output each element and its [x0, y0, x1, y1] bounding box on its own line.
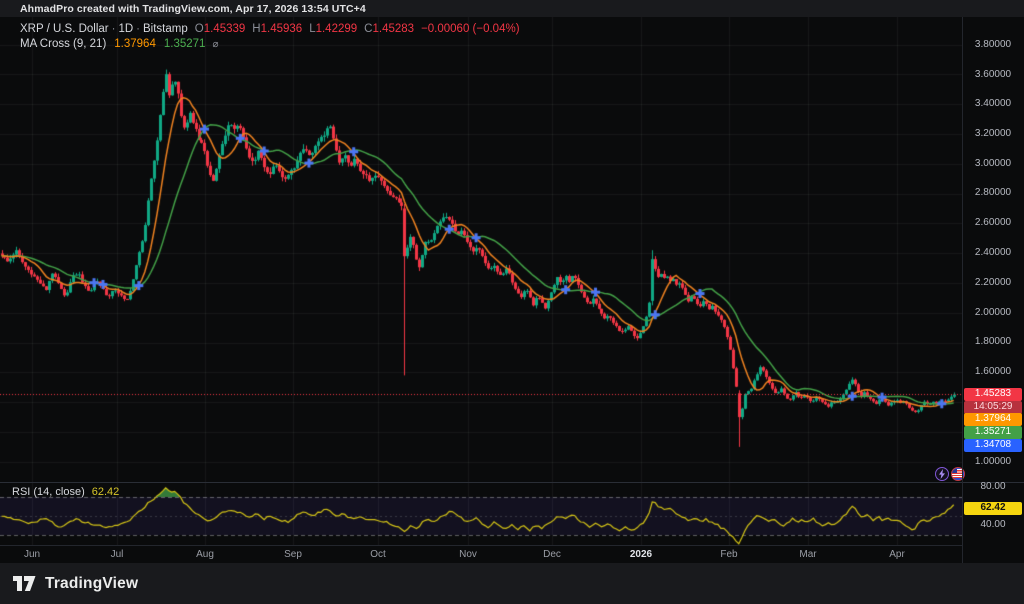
open-value: 1.45339 [203, 23, 246, 35]
change-value: −0.00060 (−0.04%) [421, 23, 520, 35]
last-price-tag: 1.45283 [964, 388, 1022, 401]
time-axis-label-aug: Aug [196, 549, 214, 560]
legend-separator: · [111, 23, 116, 35]
price-axis-label: 3.40000 [974, 98, 1012, 109]
pane-separator[interactable] [0, 482, 1024, 483]
time-axis-label-feb: Feb [720, 549, 738, 560]
null-value-icon: ⌀ [212, 38, 219, 50]
time-axis-label-jul: Jul [110, 549, 124, 560]
cross-price-tag: 1.34708 [964, 439, 1022, 452]
price-axis-label: 3.20000 [974, 128, 1012, 139]
symbol-title: XRP / U.S. Dollar [20, 23, 109, 35]
tradingview-logo-mark [13, 576, 36, 591]
time-axis[interactable]: Jun Jul Aug Sep Oct Nov Dec 2026 Feb Mar Apr [0, 545, 962, 563]
price-axis-label: 2.20000 [974, 277, 1012, 288]
price-axis-label: 2.40000 [974, 247, 1012, 258]
timeframe-label: 1D [118, 23, 134, 35]
price-axis-label: 2.80000 [974, 187, 1012, 198]
rsi-axis-label: 40.00 [980, 519, 1006, 530]
footer-bar: TradingView [0, 563, 1024, 604]
tradingview-logo[interactable]: TradingView [12, 575, 138, 593]
rsi-name: RSI (14, close) [12, 486, 85, 498]
price-axis-label: 1.00000 [974, 456, 1012, 467]
price-pane-canvas[interactable] [0, 17, 962, 482]
price-axis[interactable]: 3.80000 3.60000 3.40000 3.20000 3.00000 2.800… [962, 17, 1024, 563]
price-axis-label: 2.60000 [974, 217, 1012, 228]
chart-area[interactable]: XRP / U.S. Dollar · 1D · Bitstamp O 1.45… [0, 17, 1024, 563]
corner-buttons [933, 467, 965, 481]
tradingview-brand-text: TradingView [45, 574, 139, 592]
time-axis-label-jun: Jun [23, 549, 41, 560]
lightning-icon [939, 469, 945, 479]
price-axis-label: 3.00000 [974, 158, 1012, 169]
exchange-label: Bitstamp [143, 23, 188, 35]
rsi-axis-label: 80.00 [980, 481, 1006, 492]
time-axis-label-mar: Mar [799, 549, 817, 560]
low-value: 1.42299 [315, 23, 358, 35]
rsi-legend-row[interactable]: RSI (14, close) 62.42 [12, 486, 119, 498]
time-axis-label-oct: Oct [370, 549, 386, 560]
price-axis-label: 3.60000 [974, 69, 1012, 80]
high-label: H [252, 23, 261, 35]
time-axis-label-dec: Dec [543, 549, 561, 560]
symbol-legend-row[interactable]: XRP / U.S. Dollar · 1D · Bitstamp O 1.45… [20, 22, 520, 36]
legend: XRP / U.S. Dollar · 1D · Bitstamp O 1.45… [20, 22, 520, 52]
open-label: O [194, 23, 204, 35]
price-axis-label: 3.80000 [974, 39, 1012, 50]
time-axis-label-nov: Nov [459, 549, 477, 560]
instant-trading-lightning-icon[interactable] [935, 467, 949, 481]
ma21-value: 1.35271 [163, 38, 206, 50]
ma21-price-tag: 1.35271 [964, 426, 1022, 439]
ma-cross-name: MA Cross (9, 21) [20, 38, 107, 50]
time-axis-label-sep: Sep [284, 549, 302, 560]
close-label: C [364, 23, 373, 35]
price-axis-label: 2.00000 [974, 307, 1012, 318]
us-flag-market-icon[interactable] [951, 467, 965, 481]
ma9-price-tag: 1.37964 [964, 413, 1022, 426]
rsi-value: 62.42 [91, 486, 120, 498]
legend-separator: · [136, 23, 141, 35]
countdown-tag: 14:05:29 [964, 400, 1022, 414]
ma9-value: 1.37964 [114, 38, 156, 50]
price-axis-label: 1.60000 [974, 366, 1012, 377]
time-axis-label-2026: 2026 [629, 549, 653, 560]
ma-cross-legend-row[interactable]: MA Cross (9, 21) 1.37964 1.35271 ⌀ [20, 37, 520, 51]
rsi-value-tag: 62.42 [964, 502, 1022, 515]
price-axis-label: 1.80000 [974, 336, 1012, 347]
attribution-bar: AhmadPro created with TradingView.com, A… [0, 0, 1024, 17]
high-value: 1.45936 [260, 23, 303, 35]
low-label: L [309, 23, 316, 35]
rsi-pane-canvas[interactable] [0, 483, 962, 545]
close-value: 1.45283 [372, 23, 415, 35]
attribution-text: AhmadPro created with TradingView.com, A… [20, 2, 366, 15]
time-axis-label-apr: Apr [889, 549, 905, 560]
